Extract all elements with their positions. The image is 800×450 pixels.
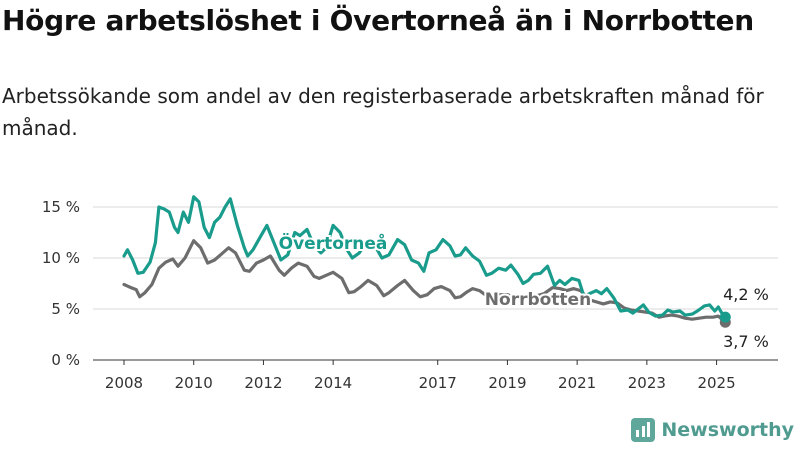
overtornea-end-value: 4,2 % xyxy=(723,285,769,304)
x-tick-label: 2017 xyxy=(419,374,457,392)
x-tick-label: 2010 xyxy=(175,374,213,392)
overtornea-series-label: Övertorneå xyxy=(279,232,388,254)
x-tick-label: 2008 xyxy=(105,374,143,392)
series-layer xyxy=(122,195,731,328)
grid-layer xyxy=(93,206,778,361)
y-tick-label: 15 % xyxy=(42,198,80,216)
axis-layer: 0 % 5 % 10 % 15 % 2008 2010 2012 2014 2017 2019 20… xyxy=(42,198,736,392)
x-tick-label: 2023 xyxy=(628,374,666,392)
chart-title: Högre arbetslöshet i Övertorneå än i Nor… xyxy=(2,4,754,37)
newsworthy-brand: Newsworthy xyxy=(631,418,794,442)
chart-subtitle: Arbetssökande som andel av den registerb… xyxy=(2,84,764,140)
y-tick-label: 0 % xyxy=(51,351,80,369)
x-tick-label: 2025 xyxy=(697,374,735,392)
y-tick-label: 10 % xyxy=(42,249,80,267)
x-tick-label: 2012 xyxy=(244,374,282,392)
brand-name: Newsworthy xyxy=(661,419,794,441)
x-tick-label: 2021 xyxy=(558,374,596,392)
norrbotten-end-value: 3,7 % xyxy=(723,332,769,351)
norrbotten-line xyxy=(122,239,727,324)
label-layer: Övertorneå Norrbotten 4,2 % 3,7 % xyxy=(277,230,769,351)
overtornea-end-point xyxy=(719,311,731,323)
x-tick-label: 2019 xyxy=(488,374,526,392)
norrbotten-series-label: Norrbotten xyxy=(485,290,591,310)
y-tick-label: 5 % xyxy=(51,300,80,318)
overtornea-line xyxy=(122,195,727,319)
x-tick-label: 2014 xyxy=(314,374,352,392)
newsworthy-logo-icon xyxy=(631,418,656,442)
